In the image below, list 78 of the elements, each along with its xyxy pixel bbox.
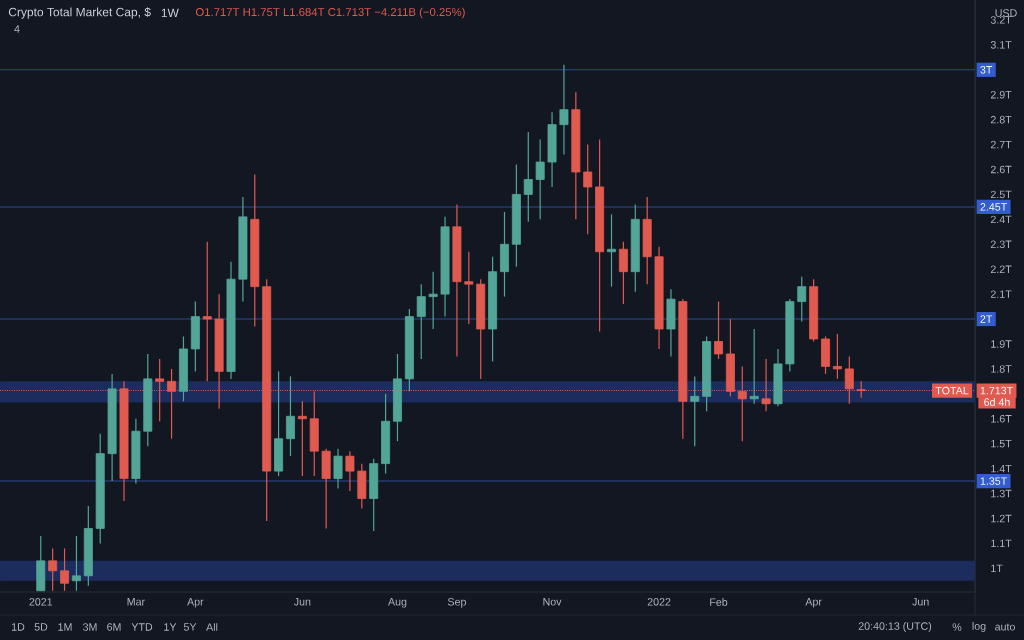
x-tick-label: 2021: [29, 598, 53, 606]
annotation: TOTAL: [935, 386, 969, 395]
y-tick-label: 3.1T: [990, 41, 1012, 49]
candlestick: [690, 375, 700, 447]
candlestick: [60, 547, 70, 592]
y-tick-label: 1.1T: [991, 539, 1012, 548]
x-tick-label: Sep: [447, 598, 466, 608]
candlestick: [797, 276, 807, 323]
text: 1M: [58, 623, 72, 631]
ref-line-label: 1.35T: [980, 477, 1007, 485]
y-tick-label: 1T: [991, 564, 1003, 572]
candlestick: [333, 448, 343, 490]
y-tick-label: 2.6T: [990, 165, 1012, 174]
text: 3M: [82, 623, 97, 631]
ref-line-label: 2T: [980, 315, 993, 323]
y-tick-label: 1.4T: [991, 464, 1012, 473]
candlestick: [607, 213, 616, 288]
ref-line-label: 3T: [980, 66, 993, 74]
candlestick: [832, 333, 842, 380]
text: 5D: [34, 623, 48, 631]
x-tick-label: Jun: [293, 598, 311, 606]
candlestick: [48, 547, 58, 592]
x-tick-label: Feb: [710, 598, 728, 606]
y-tick-label: 2.2T: [990, 265, 1012, 273]
text: All: [206, 623, 218, 631]
candlestick: [416, 283, 426, 360]
y-tick-label: 2.3T: [990, 240, 1012, 249]
text: log: [972, 622, 986, 632]
y-tick-label: 2.4T: [990, 215, 1012, 224]
text: YTD: [131, 623, 153, 631]
candlestick: [583, 143, 593, 235]
annotation: 4: [14, 25, 20, 33]
candlestick: [428, 271, 438, 330]
text: 1W: [161, 8, 179, 18]
text: 5Y: [183, 623, 197, 631]
y-tick-label: 2.8T: [990, 115, 1012, 124]
y-tick-label: 1.5T: [991, 439, 1012, 448]
text: 1Y: [164, 623, 177, 631]
candlestick: [202, 241, 212, 382]
candlestick: [71, 535, 81, 592]
candlestick: [714, 301, 723, 360]
candlestick: [535, 138, 545, 220]
annotation: O1.717T H1.75T L1.684T C1.713T −4.211B (−0.25%): [195, 7, 465, 19]
x-tick-label: Apr: [187, 598, 204, 608]
y-tick-label: 1.9T: [991, 340, 1012, 348]
x-tick-label: Apr: [805, 598, 822, 608]
y-tick-label: 1.8T: [991, 365, 1012, 373]
candlestick: [749, 328, 759, 405]
text: USD: [995, 9, 1017, 17]
x-tick-label: Jun: [912, 598, 929, 606]
text: Crypto Total Market Cap, $: [8, 7, 151, 19]
candlestick: [345, 450, 355, 492]
x-tick-label: Nov: [543, 598, 562, 606]
x-tick-label: 2022: [647, 598, 671, 606]
text: 6d 4h: [984, 398, 1010, 406]
text: %: [952, 623, 962, 631]
text: auto: [995, 623, 1015, 631]
candlestick: [285, 375, 295, 457]
ref-line-label: 2.45T: [980, 203, 1007, 211]
candlestick: [559, 64, 569, 156]
y-tick-label: 1.6T: [991, 414, 1012, 423]
y-tick-label: 1.2T: [991, 514, 1012, 523]
y-tick-label: 3.2T: [990, 16, 1012, 24]
text: 1D: [12, 623, 25, 631]
x-tick-label: Mar: [127, 598, 145, 606]
candlestick: [618, 241, 628, 305]
candlestick: [523, 131, 533, 223]
y-tick-label: 2.7T: [990, 140, 1012, 149]
y-tick-label: 2.5T: [990, 190, 1012, 199]
text: 20:40:13 (UTC): [858, 622, 932, 632]
candlestick: [464, 251, 474, 325]
text: 6M: [107, 623, 121, 631]
y-tick-label: 2.9T: [990, 90, 1012, 99]
y-tick-label: 1.3T: [991, 489, 1012, 498]
candlestick: [297, 400, 307, 477]
x-tick-label: Aug: [388, 598, 407, 608]
y-tick-label: 2.1T: [990, 290, 1012, 298]
ref-line-label: 1.713T: [980, 386, 1013, 395]
